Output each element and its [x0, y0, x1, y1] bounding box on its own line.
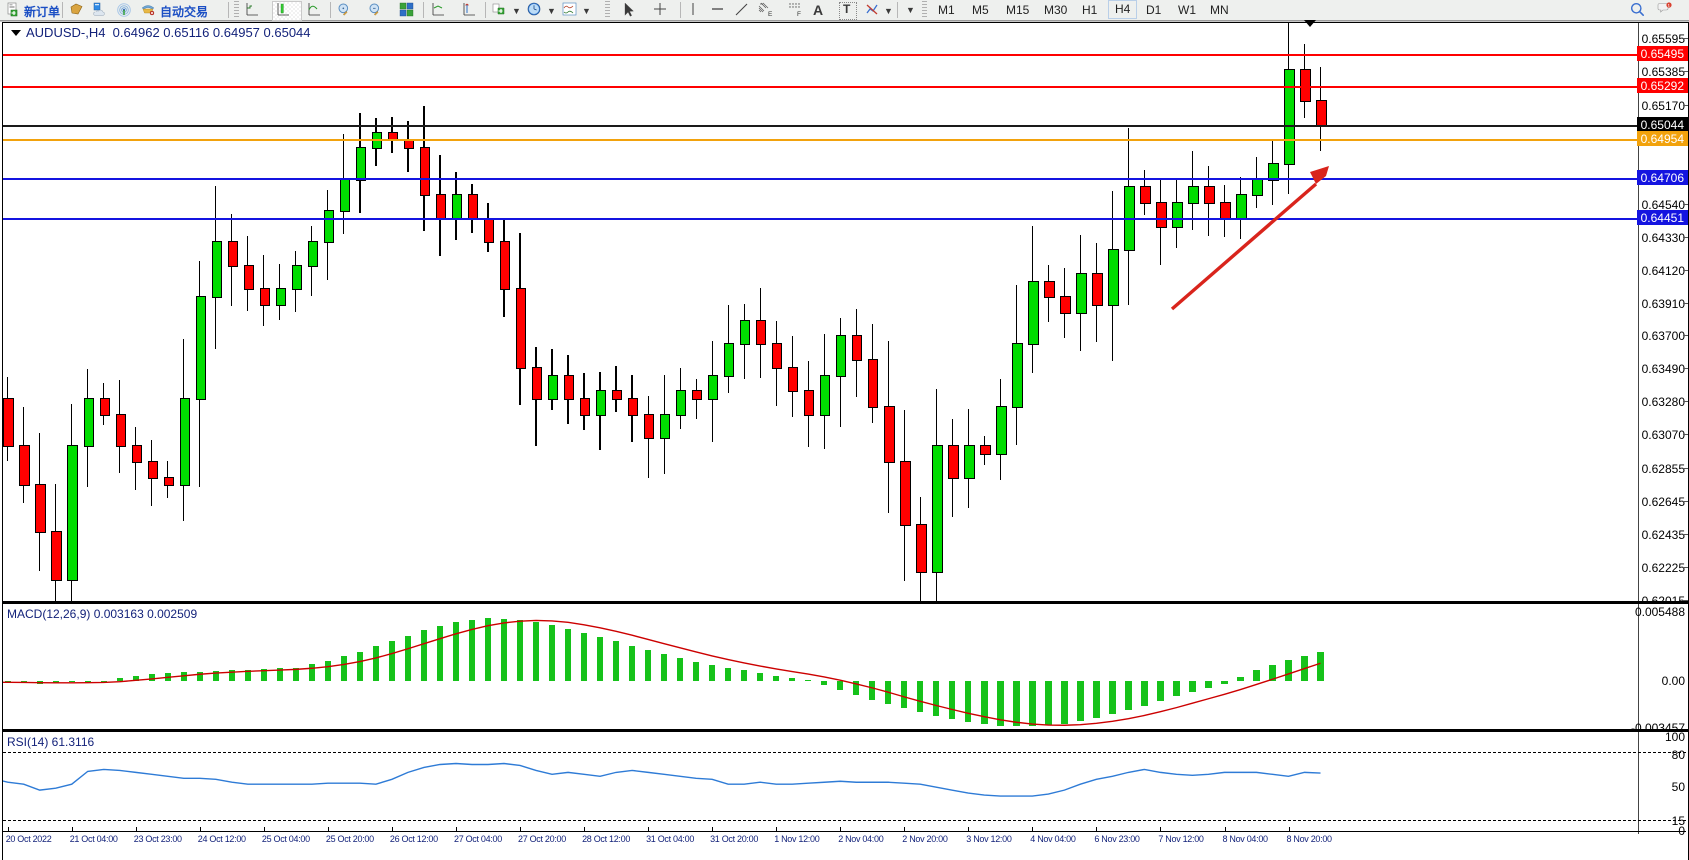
svg-text:E: E: [768, 11, 773, 18]
svg-text:F: F: [797, 11, 801, 18]
svg-text:1: 1: [1668, 3, 1670, 7]
